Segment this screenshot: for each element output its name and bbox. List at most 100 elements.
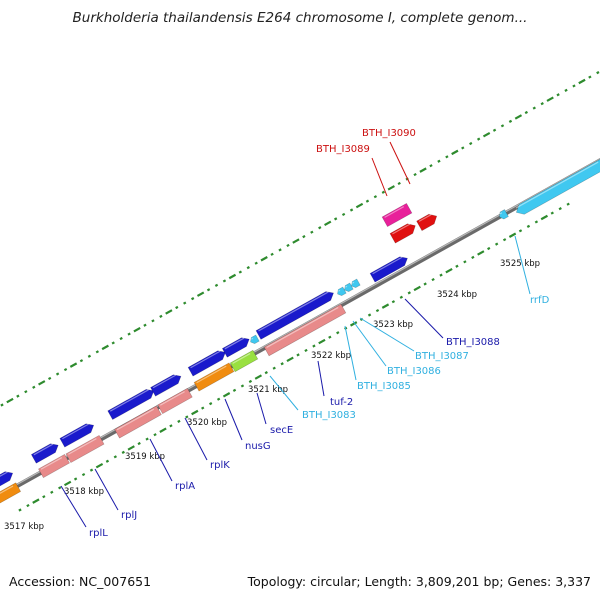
gene-blue-5[interactable] [150,372,184,397]
tick-mark [151,319,155,323]
tick-mark [127,445,135,451]
gene-cyan-small-3[interactable] [343,282,354,293]
gene-BTH_I3090[interactable] [416,211,440,232]
gene-label-rpll[interactable]: rplL [89,528,108,539]
tick-mark [216,397,221,401]
gene-blue-8[interactable] [255,289,336,340]
gene-blue-7[interactable] [221,335,251,358]
label-leader-line [256,392,267,425]
gene-blue-9[interactable] [369,254,410,283]
tick-mark [524,110,528,115]
tick-mark [87,354,92,358]
tick-mark [445,267,453,274]
tick-mark [272,366,276,370]
gene-blue-4[interactable] [107,386,157,420]
tick-mark [514,114,523,120]
gene-orange-1[interactable] [0,482,22,506]
tick-mark [254,374,263,380]
gene-cyan-small-1[interactable] [249,334,260,345]
ruler-label: 3521 kbp [248,385,288,395]
gene-label-rplk[interactable]: rplK [210,460,230,471]
tick-mark [399,295,403,299]
gene-label-bth_i3083[interactable]: BTH_I3083 [302,410,356,421]
ruler-label: 3522 kbp [311,351,351,361]
tick-mark [558,207,562,211]
tick-mark [232,388,237,392]
tick-mark [423,282,427,286]
gene-pink-4[interactable] [157,387,193,415]
gene-blue-1[interactable] [0,469,15,488]
gene-red-1[interactable] [389,221,418,244]
gene-orange-2[interactable] [193,362,235,392]
tick-mark [38,380,46,386]
tick-mark [328,335,332,339]
gene-label-bth_i3086[interactable]: BTH_I3086 [387,366,441,377]
gene-pink-5[interactable] [263,303,347,357]
gene-cyan-small-5[interactable] [498,209,509,221]
tick-mark [119,336,123,341]
tick-mark [254,261,258,265]
tick-mark [240,384,245,388]
tick-mark [183,301,187,305]
gene-pink-1[interactable] [38,453,70,479]
map-title: Burkholderia thailandensis E264 chromoso… [72,10,528,26]
tick-mark [431,277,435,282]
gene-blue-2[interactable] [30,441,60,464]
tick-mark [208,402,213,406]
label-leader-line [94,468,119,511]
tick-mark [185,415,189,419]
tick-mark [508,119,513,123]
tick-mark [349,208,354,212]
tick-mark [476,137,481,141]
gene-cyan-small-2[interactable] [336,286,347,297]
gene-label-rpla[interactable]: rplA [175,481,195,492]
tick-mark [228,273,237,280]
tick-mark [47,376,52,381]
tick-mark [89,468,94,472]
tick-mark [101,344,109,351]
tick-mark [482,131,491,138]
gene-pink-3[interactable] [114,405,162,439]
gene-label-sece[interactable]: secE [270,425,293,436]
gene-BTH_I3089[interactable] [381,202,413,228]
tick-mark [143,323,147,327]
gene-label-rplj[interactable]: rplJ [121,510,137,521]
gene-label-bth_i3089[interactable]: BTH_I3089 [316,144,370,155]
tick-mark [413,285,421,292]
gene-label-bth_i3088[interactable]: BTH_I3088 [446,337,500,348]
tick-mark [312,344,316,348]
gene-label-nusg[interactable]: nusG [245,441,271,452]
gene-label-bth_i3085[interactable]: BTH_I3085 [357,381,411,392]
tick-mark [391,300,396,304]
ruler-label: 3517 kbp [4,522,44,532]
tick-mark [310,230,314,234]
label-leader-line [371,157,388,197]
tick-mark [175,305,179,310]
gene-green-1[interactable] [229,349,259,373]
tick-mark [292,238,300,244]
tick-mark [296,353,300,357]
gene-blue-3[interactable] [59,421,96,448]
gene-pink-2[interactable] [65,434,105,464]
tick-mark [451,149,459,156]
tick-mark [469,141,473,146]
label-leader-line [404,298,444,339]
gene-cyan-small-4[interactable] [350,278,361,289]
ruler-labels: 3517 kbp 3518 kbp 3519 kbp 3520 kbp 3521 kbp… [4,259,540,532]
topology-text: Topology: circular; Length: 3,809,201 bp… [247,574,591,589]
gene-rrfD[interactable] [514,158,600,217]
gene-label-rrfd[interactable]: rrfD [530,295,550,306]
tick-mark [373,195,378,199]
gene-label-bth_i3090[interactable]: BTH_I3090 [362,128,416,139]
gene-label-bth_i3087[interactable]: BTH_I3087 [415,351,469,362]
gene-blue-6[interactable] [187,348,228,377]
tick-mark [16,394,20,398]
gene-labels[interactable]: rplL rplJ rplA rplK nusG secE BTH_I3083 tuf-2 BT… [60,128,550,539]
gene-label-tuf-2[interactable]: tuf-2 [330,397,353,408]
tick-mark [534,220,539,224]
tick-mark [492,128,497,132]
gene-features[interactable] [0,158,600,506]
tick-mark [0,403,4,407]
tick-mark [248,379,253,384]
